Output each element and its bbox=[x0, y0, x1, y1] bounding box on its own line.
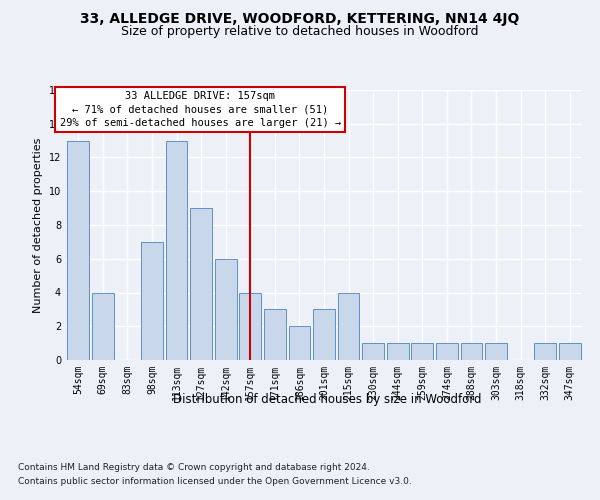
Text: 33, ALLEDGE DRIVE, WOODFORD, KETTERING, NN14 4JQ: 33, ALLEDGE DRIVE, WOODFORD, KETTERING, … bbox=[80, 12, 520, 26]
Bar bbox=[461, 343, 482, 360]
Text: Distribution of detached houses by size in Woodford: Distribution of detached houses by size … bbox=[173, 392, 481, 406]
Bar bbox=[387, 343, 409, 360]
Bar bbox=[313, 310, 335, 360]
Bar bbox=[190, 208, 212, 360]
Bar bbox=[485, 343, 507, 360]
Bar bbox=[166, 140, 187, 360]
Text: 33 ALLEDGE DRIVE: 157sqm
← 71% of detached houses are smaller (51)
29% of semi-d: 33 ALLEDGE DRIVE: 157sqm ← 71% of detach… bbox=[59, 92, 341, 128]
Bar bbox=[338, 292, 359, 360]
Bar bbox=[289, 326, 310, 360]
Text: Size of property relative to detached houses in Woodford: Size of property relative to detached ho… bbox=[121, 25, 479, 38]
Text: Contains public sector information licensed under the Open Government Licence v3: Contains public sector information licen… bbox=[18, 478, 412, 486]
Bar bbox=[535, 343, 556, 360]
Bar bbox=[362, 343, 384, 360]
Bar bbox=[264, 310, 286, 360]
Bar bbox=[412, 343, 433, 360]
Bar bbox=[141, 242, 163, 360]
Y-axis label: Number of detached properties: Number of detached properties bbox=[33, 138, 43, 312]
Bar bbox=[215, 259, 236, 360]
Bar bbox=[92, 292, 113, 360]
Text: Contains HM Land Registry data © Crown copyright and database right 2024.: Contains HM Land Registry data © Crown c… bbox=[18, 462, 370, 471]
Bar bbox=[239, 292, 261, 360]
Bar bbox=[436, 343, 458, 360]
Bar bbox=[67, 140, 89, 360]
Bar bbox=[559, 343, 581, 360]
